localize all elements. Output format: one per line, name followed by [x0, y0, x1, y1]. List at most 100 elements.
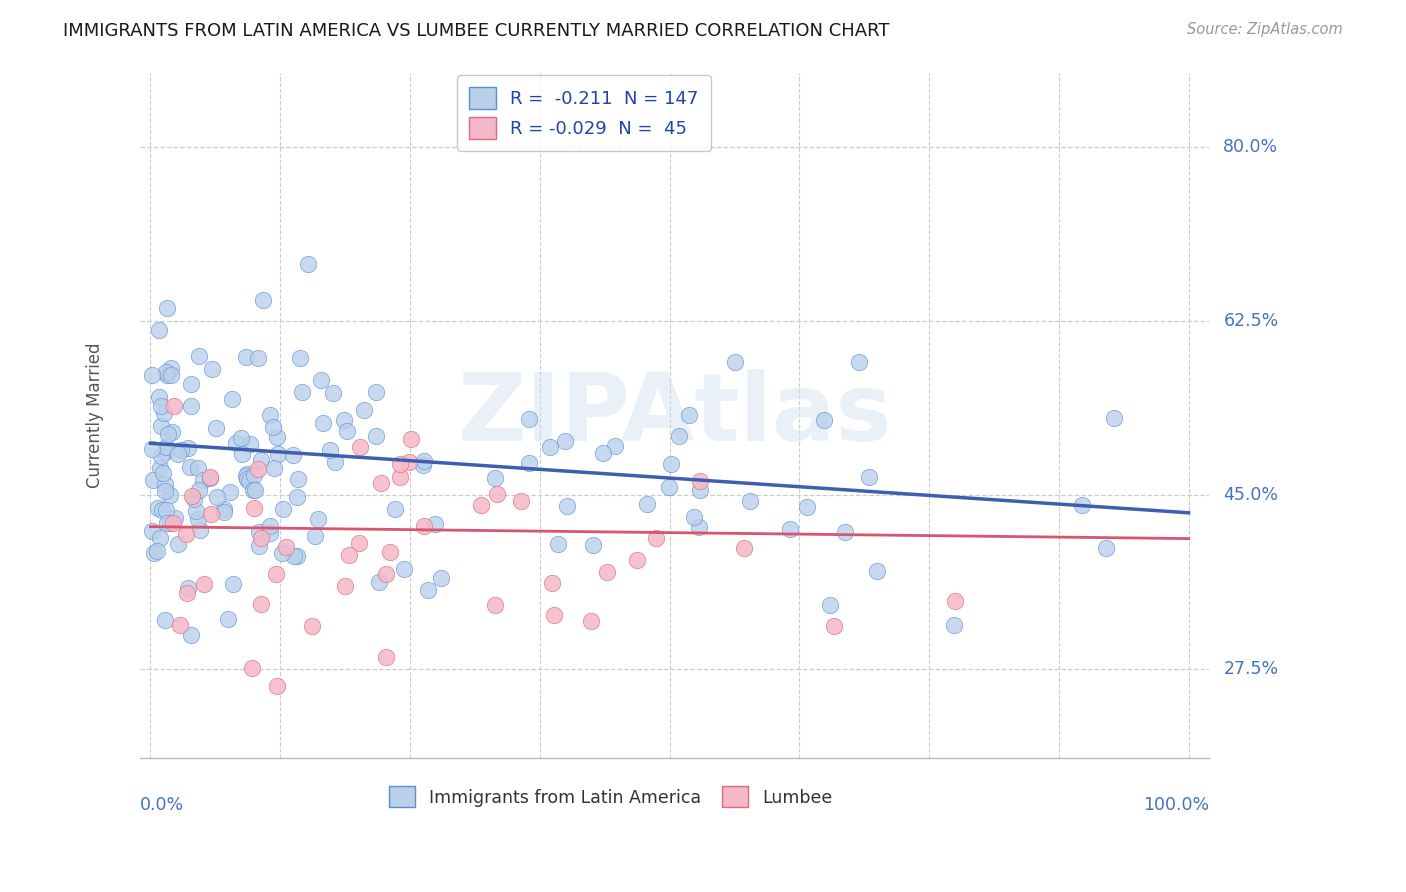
Point [162, 516, 184, 530]
Point [484, 598, 506, 612]
Point [231, 447, 253, 461]
Point [596, 566, 619, 580]
Point [247, 539, 270, 553]
Point [779, 522, 801, 536]
Point [180, 377, 202, 392]
Point [333, 579, 356, 593]
Point [247, 524, 270, 539]
Point [733, 541, 755, 555]
Point [259, 518, 281, 533]
Point [225, 435, 247, 450]
Point [517, 456, 540, 470]
Point [176, 586, 198, 600]
Point [198, 470, 221, 484]
Point [366, 429, 388, 443]
Point [183, 491, 205, 506]
Point [239, 437, 262, 451]
Point [689, 474, 711, 488]
Point [188, 483, 211, 497]
Point [156, 301, 179, 315]
Point [659, 457, 682, 471]
Point [349, 440, 371, 454]
Point [374, 567, 396, 582]
Point [177, 441, 200, 455]
Point [267, 447, 290, 461]
Point [270, 546, 292, 560]
Point [205, 490, 228, 504]
Legend: Immigrants from Latin America, Lumbee: Immigrants from Latin America, Lumbee [382, 780, 839, 814]
Point [149, 461, 172, 475]
Point [166, 536, 188, 550]
Text: 80.0%: 80.0% [1223, 138, 1278, 156]
Point [218, 484, 240, 499]
Point [724, 355, 747, 369]
Point [285, 549, 308, 564]
Point [263, 461, 285, 475]
Point [485, 487, 508, 501]
Point [301, 619, 323, 633]
Point [155, 441, 177, 455]
Point [165, 511, 187, 525]
Point [198, 471, 221, 485]
Point [287, 472, 309, 486]
Point [259, 526, 281, 541]
Point [155, 503, 177, 517]
Point [683, 510, 706, 524]
Point [288, 351, 311, 365]
Text: 62.5%: 62.5% [1223, 312, 1278, 330]
Point [412, 458, 434, 473]
Text: IMMIGRANTS FROM LATIN AMERICA VS LUMBEE CURRENTLY MARRIED CORRELATION CHART: IMMIGRANTS FROM LATIN AMERICA VS LUMBEE … [63, 22, 890, 40]
Point [169, 618, 191, 632]
Point [688, 520, 710, 534]
Point [413, 519, 436, 533]
Point [212, 502, 235, 516]
Point [141, 442, 163, 456]
Point [291, 384, 314, 399]
Point [304, 529, 326, 543]
Point [188, 349, 211, 363]
Point [246, 462, 269, 476]
Point [626, 553, 648, 567]
Point [159, 368, 181, 382]
Point [399, 432, 422, 446]
Point [152, 466, 174, 480]
Point [146, 500, 169, 515]
Point [579, 614, 602, 628]
Point [470, 498, 492, 512]
Point [540, 576, 562, 591]
Point [148, 390, 170, 404]
Point [430, 571, 453, 585]
Point [266, 679, 288, 693]
Point [145, 544, 167, 558]
Point [153, 483, 176, 498]
Point [848, 355, 870, 369]
Point [866, 564, 889, 578]
Point [159, 488, 181, 502]
Point [398, 455, 420, 469]
Point [418, 582, 440, 597]
Point [235, 350, 257, 364]
Point [337, 548, 360, 562]
Point [148, 323, 170, 337]
Point [235, 468, 257, 483]
Point [347, 536, 370, 550]
Point [149, 399, 172, 413]
Point [307, 512, 329, 526]
Point [510, 494, 533, 508]
Point [367, 575, 389, 590]
Text: Currently Married: Currently Married [86, 343, 104, 488]
Point [271, 502, 294, 516]
Point [322, 385, 344, 400]
Point [858, 470, 880, 484]
Point [943, 594, 966, 608]
Point [412, 454, 434, 468]
Point [150, 449, 173, 463]
Point [543, 607, 565, 622]
Point [167, 447, 190, 461]
Point [155, 444, 177, 458]
Point [1095, 541, 1118, 555]
Point [323, 455, 346, 469]
Point [188, 523, 211, 537]
Point [250, 531, 273, 545]
Point [605, 439, 627, 453]
